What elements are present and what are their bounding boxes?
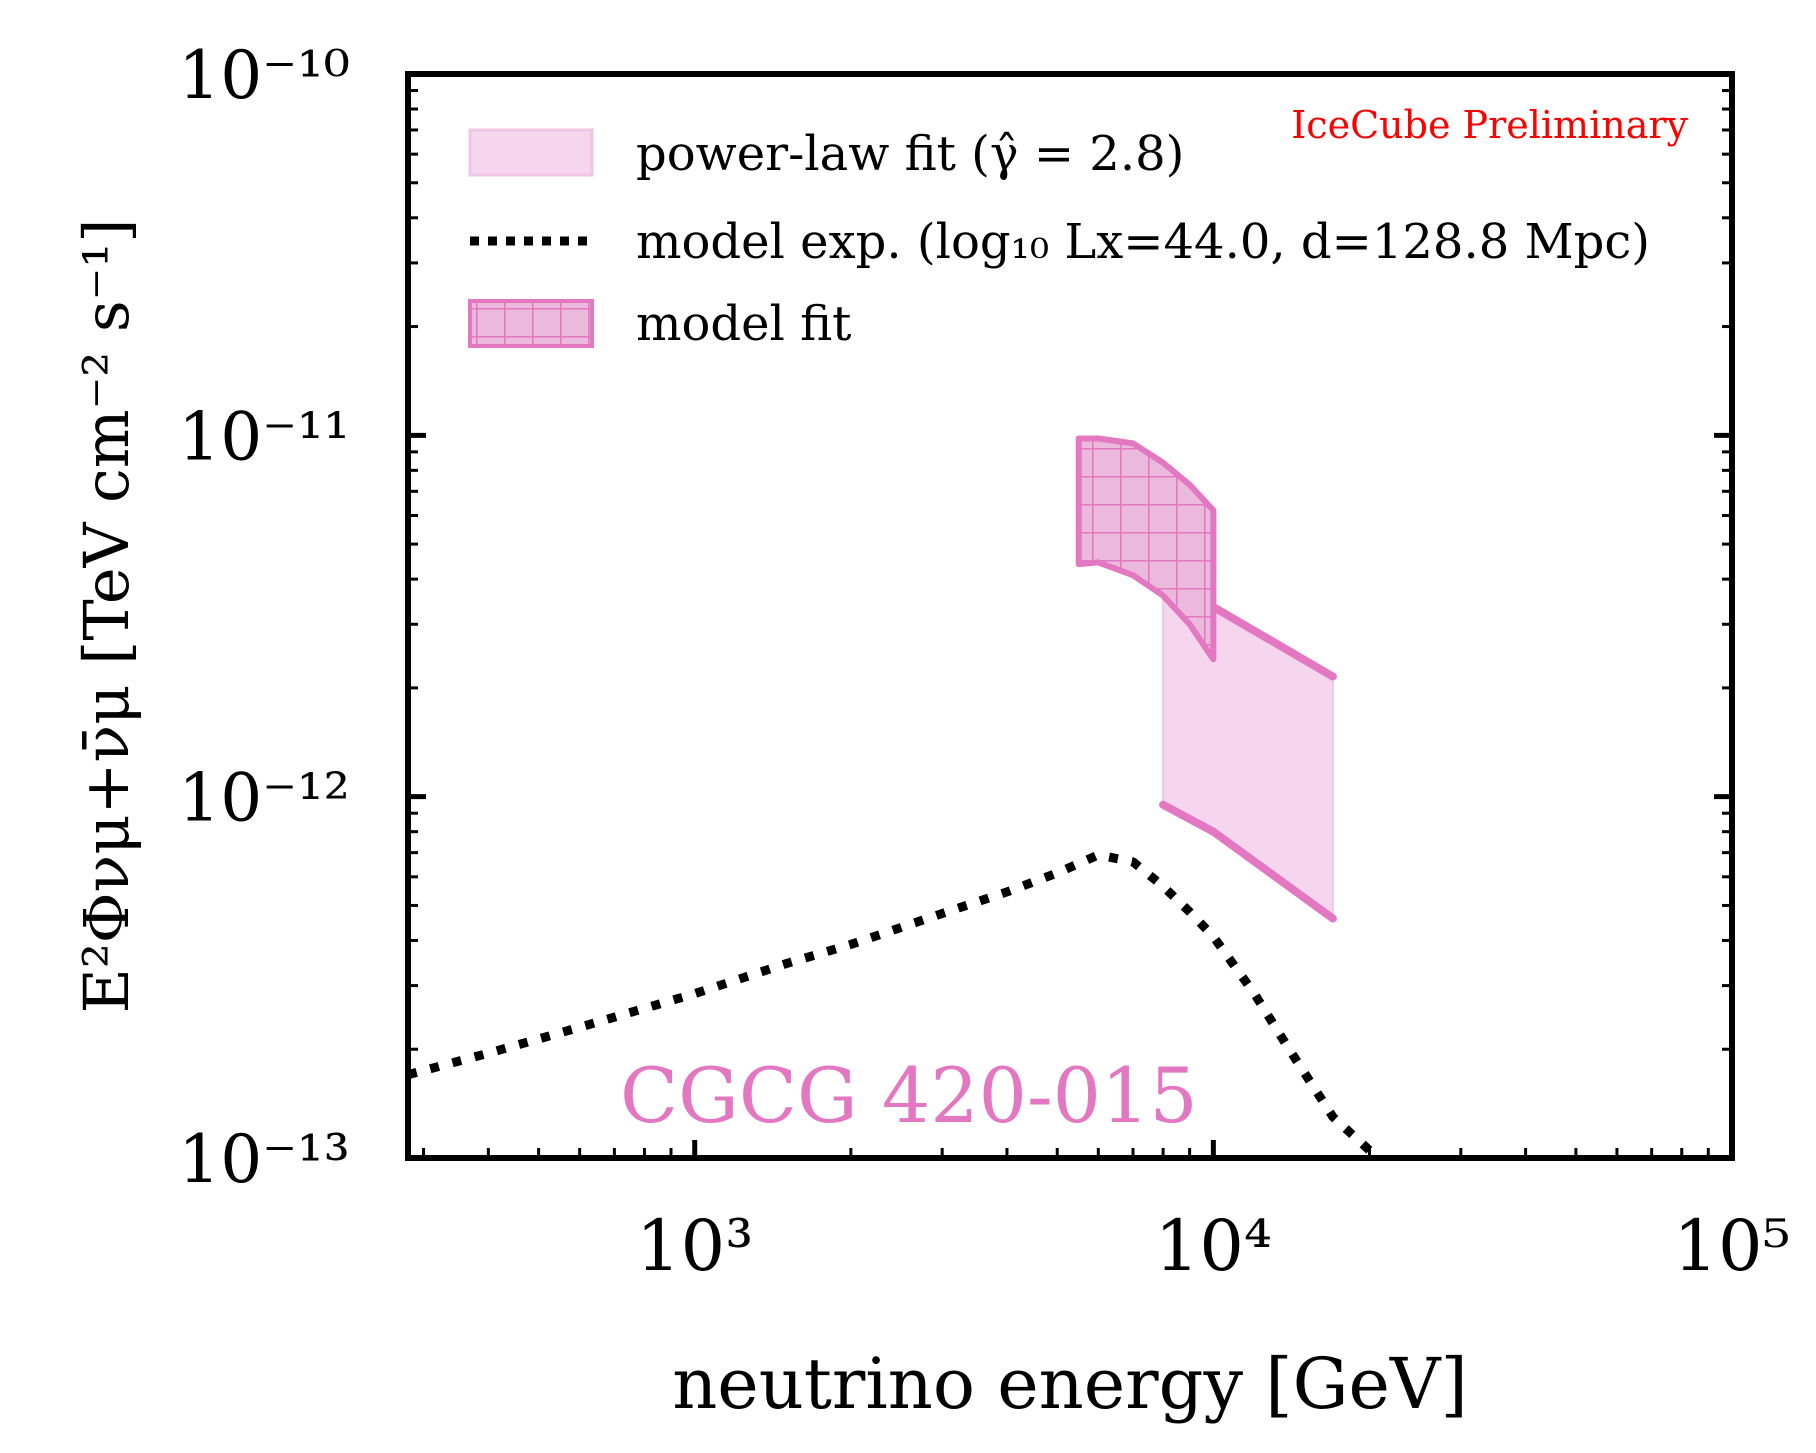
model-fit-band: [1075, 435, 1217, 663]
x-tick-label-1000: 10³: [636, 1205, 753, 1287]
x-tick-label-100000: 10⁵: [1673, 1205, 1790, 1287]
plot-area: [408, 435, 1388, 1158]
legend-model-exp-label: model exp. (log₁₀ Lx=44.0, d=128.8 Mpc): [636, 214, 1650, 270]
y-tick-label-1e-12: 10⁻¹²: [178, 760, 350, 837]
power-law-fit-lower-edge: [1159, 800, 1337, 923]
legend-power-law-swatch: [468, 128, 594, 177]
legend-model-fit-swatch: [468, 299, 594, 348]
y-tick-label-1e-11: 10⁻¹¹: [178, 398, 350, 475]
legend: power-law fit (γ̂ = 2.8) model exp. (log…: [468, 126, 1650, 352]
legend-model-fit-label: model fit: [636, 296, 851, 352]
y-tick-label-1e-13: 10⁻¹³: [178, 1121, 350, 1198]
x-tick-label-10000: 10⁴: [1155, 1205, 1272, 1287]
x-tick-labels: 10³ 10⁴ 10⁵: [636, 1205, 1790, 1287]
y-tick-label-1e-10: 10⁻¹⁰: [178, 37, 350, 114]
plot-frame: [405, 71, 1735, 1161]
y-axis-label: E²Φνμ+ν̄μ [TeV cm⁻² s⁻¹]: [70, 219, 143, 1014]
x-axis-label: neutrino energy [GeV]: [672, 1343, 1468, 1425]
legend-power-law-label: power-law fit (γ̂ = 2.8): [636, 126, 1184, 182]
y-tick-labels: 10⁻¹³ 10⁻¹² 10⁻¹¹ 10⁻¹⁰: [178, 37, 350, 1198]
source-name-label: CGCG 420-015: [620, 1051, 1198, 1140]
icecube-preliminary-label: IceCube Preliminary: [1291, 103, 1688, 147]
power-law-fit-band: [1162, 581, 1334, 921]
